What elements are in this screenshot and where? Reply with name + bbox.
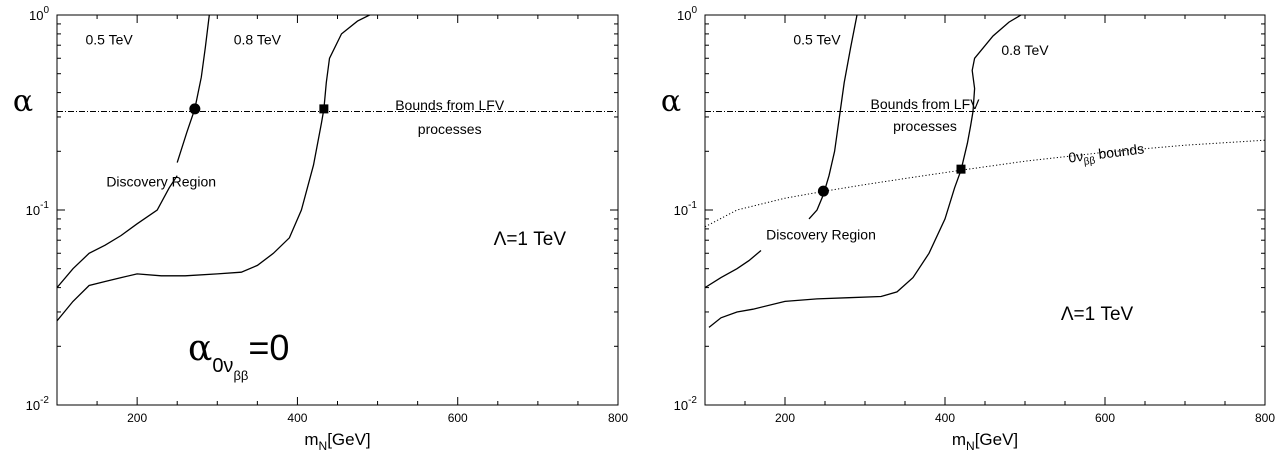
panel2-x-tick-label: 600 [1095, 411, 1115, 425]
panel2-x-axis-label-sub: N [966, 439, 975, 453]
panel2-y-tick-base: 10 [674, 203, 688, 218]
panel2-y-tick-exp: 0 [691, 5, 697, 16]
panel1-marker-circle [189, 103, 201, 115]
panel2-bounds-0vbb-sub: ββ [1083, 155, 1096, 167]
panel1-alpha-0vbb-label: α0νββ=0 [188, 327, 289, 383]
panel1-x-tick-label: 200 [127, 411, 147, 425]
panel1-alpha-0vbb-sub: 0ν [212, 355, 233, 377]
panel1-x-axis-label-unit: [GeV] [327, 430, 370, 449]
panel1-x-axis-label-sub: N [319, 439, 328, 453]
panel1-series-1-line [57, 15, 370, 322]
panel1-series-0-line [57, 175, 178, 289]
panel1-annotation: processes [418, 121, 482, 137]
panel1-y-tick-exp: 0 [43, 5, 49, 16]
panel2-x-axis-label-unit: [GeV] [975, 430, 1018, 449]
panel1-annotation: Discovery Region [106, 174, 216, 190]
panel2-x-tick-label: 400 [935, 411, 955, 425]
panel1-annotation: Bounds from LFV [395, 97, 505, 113]
panel1-x-tick-label: 800 [608, 411, 628, 425]
panel2-y-tick-exp: -2 [688, 395, 697, 406]
panel2-y-tick-label: 100 [677, 5, 697, 23]
panel1-annotation: 0.5 TeV [85, 31, 133, 47]
panel1-y-tick-exp: -2 [40, 395, 49, 406]
panel1-marker-square [319, 104, 329, 114]
panel2-annotation: processes [893, 118, 957, 134]
panel2-y-tick-base: 10 [677, 8, 691, 23]
panel1-alpha-0vbb-base: α [188, 328, 212, 369]
panel2-bounds-0vbb-base: 0ν [1067, 148, 1084, 166]
panel2-series-0-line [808, 15, 858, 220]
panel1-y-tick-label: 10-1 [26, 200, 50, 218]
panel2-annotation: 0.8 TeV [1001, 42, 1049, 58]
panel1-x-axis-label: mN[GeV] [304, 430, 370, 453]
panel2-y-tick-label: 10-1 [674, 200, 698, 218]
panel2-marker-square [956, 164, 966, 174]
panel1-x-tick-label: 400 [287, 411, 307, 425]
panel2-x-tick-label: 200 [775, 411, 795, 425]
panel2-series-0-line [705, 250, 762, 289]
panel1-x-axis-label-main: m [304, 430, 318, 449]
panel1-y-axis-label: α [13, 84, 33, 119]
panel2-x-axis-label: mN[GeV] [952, 430, 1018, 453]
panel1-annotation: 0.8 TeV [234, 31, 282, 47]
panel2-y-axis-label: α [661, 84, 681, 119]
panel2-annotation: 0.5 TeV [793, 31, 841, 47]
panel2-x-tick-label: 800 [1255, 411, 1275, 425]
panel1-y-tick-label: 100 [29, 5, 49, 23]
panel2-series-3-line [705, 139, 1265, 228]
panel1-y-tick-base: 10 [29, 8, 43, 23]
panel2-y-tick-exp: -1 [688, 200, 697, 211]
panel2-annotation: Bounds from LFV [871, 96, 981, 112]
panel1-y-tick-exp: -1 [40, 200, 49, 211]
panel1-y-tick-label: 10-2 [26, 395, 50, 413]
panel1-y-tick-base: 10 [26, 203, 40, 218]
panel2-x-axis-label-main: m [952, 430, 966, 449]
panel2-y-tick-base: 10 [674, 398, 688, 413]
panel1-x-tick-label: 600 [448, 411, 468, 425]
panel1-alpha-0vbb-rest: =0 [248, 327, 289, 368]
panel2-plot-frame [704, 14, 1266, 406]
panel2-series-1-line [708, 15, 1022, 328]
panel2-annotation: Discovery Region [766, 226, 876, 242]
panel1-annotation: Λ=1 TeV [494, 229, 567, 250]
panel1-alpha-0vbb-subsub: ββ [233, 368, 248, 383]
panel1-plot-frame [56, 14, 619, 406]
panel1-y-tick-base: 10 [26, 398, 40, 413]
panel2-marker-circle [817, 185, 829, 197]
panel1-series-0-line [176, 15, 210, 163]
panel2-annotation: Λ=1 TeV [1061, 304, 1134, 325]
panel2-y-tick-label: 10-2 [674, 395, 698, 413]
panel2-bounds-0vbb-label: 0νββ bounds [1067, 140, 1145, 169]
panel2-bounds-0vbb-rest: bounds [1094, 140, 1145, 162]
